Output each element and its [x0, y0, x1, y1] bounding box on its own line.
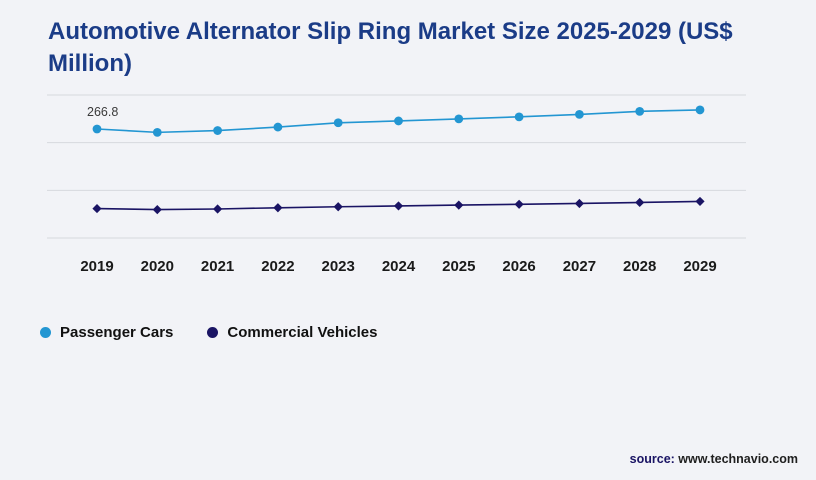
source-attribution: source: www.technavio.com — [630, 452, 798, 466]
market-size-line-chart: 266.8 2019 2020 2021 2022 2023 2024 2025 2026 202… — [47, 94, 746, 275]
svg-text:2025: 2025 — [442, 258, 475, 275]
svg-text:266.8: 266.8 — [87, 105, 118, 119]
svg-text:2019: 2019 — [80, 258, 113, 275]
source-prefix: source: — [629, 452, 675, 466]
svg-text:2022: 2022 — [261, 258, 294, 275]
svg-text:2021: 2021 — [201, 258, 234, 275]
svg-text:2026: 2026 — [502, 258, 535, 275]
chart-legend: Passenger Cars Commercial Vehicles — [40, 324, 378, 341]
commercial-vehicles-marker-icon — [207, 327, 219, 338]
source-url: www.technavio.com — [674, 452, 798, 466]
svg-text:2028: 2028 — [623, 258, 656, 275]
svg-text:2024: 2024 — [382, 258, 416, 275]
svg-text:2023: 2023 — [322, 258, 355, 275]
legend-item-commercial-vehicles: Commercial Vehicles — [207, 324, 378, 341]
svg-text:2020: 2020 — [141, 258, 174, 275]
legend-label-commercial-vehicles: Commercial Vehicles — [227, 324, 378, 341]
passenger-cars-marker-icon — [40, 327, 51, 338]
chart-title: Automotive Alternator Slip Ring Market S… — [48, 18, 733, 77]
svg-text:2027: 2027 — [563, 258, 596, 275]
legend-label-passenger-cars: Passenger Cars — [60, 324, 174, 341]
svg-text:2029: 2029 — [683, 258, 716, 275]
legend-item-passenger-cars: Passenger Cars — [40, 324, 173, 341]
